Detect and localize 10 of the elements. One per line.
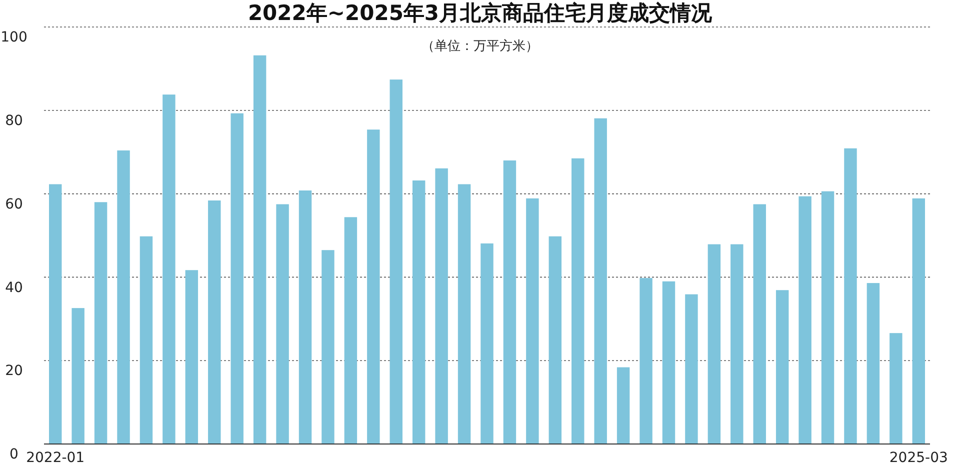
- y-tick-label: 0: [10, 446, 18, 463]
- y-tick-label: 40: [5, 280, 23, 296]
- x-tick-label: 2022-01: [26, 450, 85, 466]
- y-tick-label: 100: [0, 30, 28, 46]
- y-tick-label: 80: [5, 112, 23, 129]
- text: （单位：万平方米）: [422, 38, 538, 54]
- y-tick-label: 60: [5, 196, 23, 212]
- y-tick-label: 20: [5, 363, 23, 380]
- chart-title: 2022年~2025年3月北京商品住宅月度成交情况: [248, 1, 714, 25]
- x-tick-label: 2025-03: [889, 450, 948, 466]
